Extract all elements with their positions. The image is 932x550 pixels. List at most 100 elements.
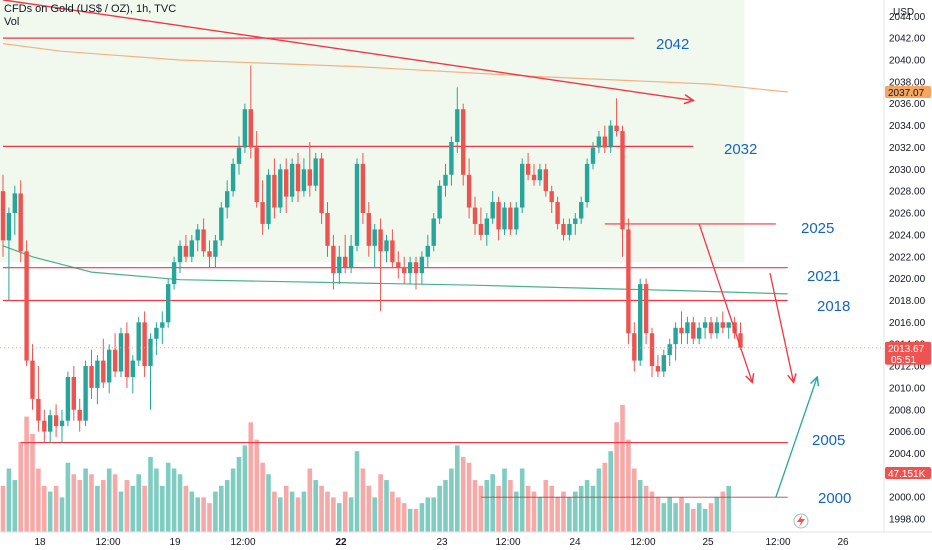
volume-bar xyxy=(201,497,206,532)
volume-bar xyxy=(443,480,448,532)
last-price-badge: 2013.67 xyxy=(888,344,925,355)
candle xyxy=(177,240,183,274)
candle-body xyxy=(691,322,696,339)
candle xyxy=(95,355,100,405)
candle-body xyxy=(661,355,666,372)
candle xyxy=(697,322,702,345)
candle xyxy=(36,366,41,432)
price-tick-label: 2028.00 xyxy=(889,187,926,198)
candle xyxy=(590,141,596,170)
candle-body xyxy=(714,322,720,334)
orange-moving-average-line xyxy=(2,43,788,93)
candle-body xyxy=(183,245,189,257)
volume-bar xyxy=(260,462,265,532)
candle-body xyxy=(130,360,135,377)
volume-bar xyxy=(643,485,649,532)
volume-bar xyxy=(449,468,454,532)
volume-bar xyxy=(714,497,720,532)
volume-badge-bg xyxy=(885,467,931,479)
price-tick-label: 2034.00 xyxy=(889,121,926,132)
candle xyxy=(520,158,525,214)
countdown-badge: 05:51 xyxy=(891,355,916,366)
volume-bar xyxy=(189,491,195,532)
candle-body xyxy=(160,322,165,328)
candle-body xyxy=(537,169,543,181)
price-tick-label: 2012.00 xyxy=(889,362,926,373)
candle xyxy=(160,311,165,345)
volume-bar xyxy=(567,497,572,532)
candle-body xyxy=(372,229,377,246)
price-tick-label: 2030.00 xyxy=(889,165,926,176)
volume-bar xyxy=(460,456,466,532)
volume-bar xyxy=(36,468,41,532)
candle xyxy=(366,202,371,257)
volume-bar xyxy=(637,480,643,532)
volume-bar xyxy=(160,485,165,532)
candle xyxy=(573,213,578,235)
volume-bar xyxy=(195,497,200,532)
candle xyxy=(230,158,236,197)
volume-bar xyxy=(89,474,94,532)
candle xyxy=(496,196,501,241)
volume-bar xyxy=(183,485,189,532)
candle xyxy=(661,349,666,377)
candle-body xyxy=(266,174,271,224)
volume-bar xyxy=(390,491,395,532)
candle xyxy=(555,196,560,230)
candle xyxy=(579,196,584,224)
volume-bar xyxy=(266,474,271,532)
candle-body xyxy=(614,125,619,132)
volume-bar xyxy=(413,508,419,532)
candle-body xyxy=(195,229,200,241)
price-tick-label: 2004.00 xyxy=(889,449,926,460)
green-moving-average-line xyxy=(2,245,788,295)
candle xyxy=(219,202,224,246)
volume-label: Vol xyxy=(4,16,20,28)
candle-body xyxy=(596,136,602,148)
price-tick-label: 2032.00 xyxy=(889,143,926,154)
candle xyxy=(449,136,454,186)
candle xyxy=(183,234,189,263)
candle-body xyxy=(166,284,171,323)
candle xyxy=(136,316,141,367)
candle xyxy=(726,322,731,339)
time-tick-label: 12:00 xyxy=(495,537,520,548)
candle-body xyxy=(496,202,501,230)
volume-bar xyxy=(673,503,678,532)
time-tick-label: 19 xyxy=(169,537,181,548)
candle-body xyxy=(531,174,537,181)
candle xyxy=(608,120,613,153)
candle-body xyxy=(254,147,259,203)
candle xyxy=(301,158,307,197)
candle xyxy=(549,185,554,214)
volume-bar xyxy=(508,480,513,532)
level-label-2000: 2000 xyxy=(818,490,851,507)
candle-body xyxy=(573,218,578,224)
candle-body xyxy=(472,207,478,224)
volume-bar xyxy=(431,497,436,532)
candle xyxy=(443,163,448,197)
candle xyxy=(584,158,590,208)
volume-bar xyxy=(466,462,472,532)
candle xyxy=(431,213,436,252)
candle-body xyxy=(478,223,484,235)
candle-body xyxy=(219,207,224,241)
candle-body xyxy=(378,229,383,252)
price-tick-label: 2008.00 xyxy=(889,405,926,416)
candle xyxy=(472,196,478,235)
volume-bar xyxy=(561,491,566,532)
candle-body xyxy=(738,333,743,348)
candle-body xyxy=(520,163,525,208)
volume-bar xyxy=(519,468,525,532)
volume-bar xyxy=(71,474,77,532)
candle-body xyxy=(673,327,678,345)
future-area xyxy=(744,0,884,532)
candle-body xyxy=(101,360,106,383)
red-projection-arrow xyxy=(698,223,752,382)
candle-body xyxy=(407,262,413,274)
candle-body xyxy=(720,322,725,328)
chart-title: CFDs on Gold (US$ / OZ), 1h, TVC xyxy=(4,3,177,15)
volume-bar xyxy=(502,468,507,532)
candle-body xyxy=(396,262,401,268)
